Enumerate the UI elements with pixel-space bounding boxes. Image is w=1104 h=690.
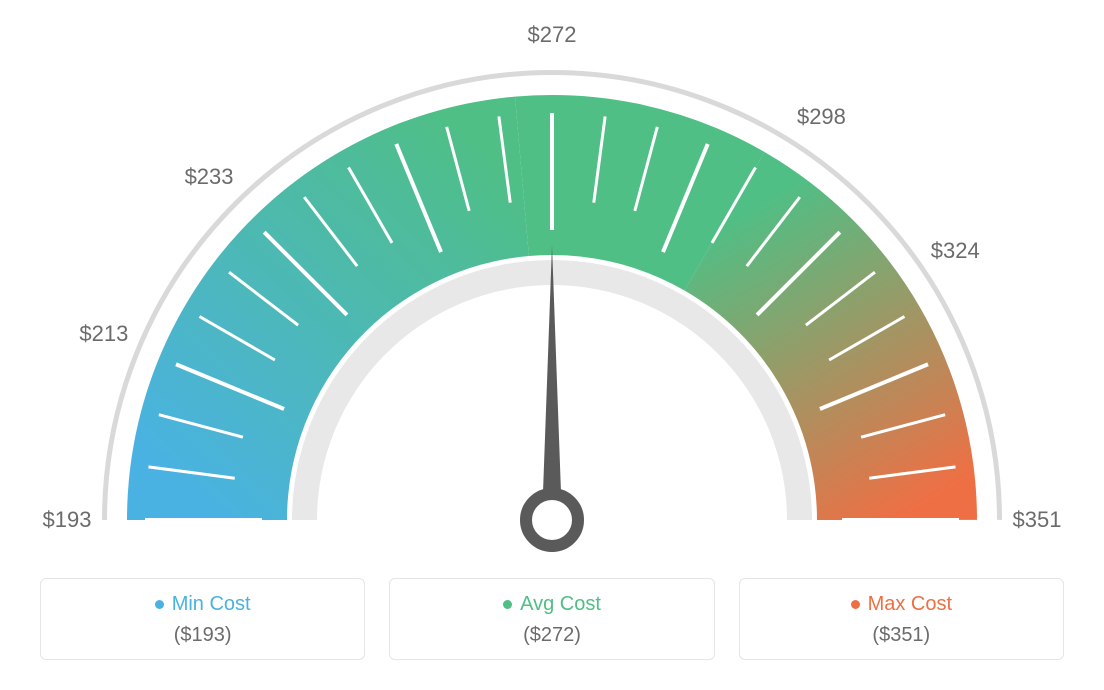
gauge-tick-label: $272	[528, 22, 577, 48]
legend-row: Min Cost ($193) Avg Cost ($272) Max Cost…	[40, 578, 1064, 660]
legend-label-avg: Avg Cost	[520, 593, 601, 616]
legend-dot-avg	[503, 600, 512, 609]
gauge-tick-label: $298	[797, 104, 846, 130]
gauge-tick-label: $324	[931, 238, 980, 264]
gauge-tick-label: $233	[185, 164, 234, 190]
legend-label-min: Min Cost	[172, 593, 251, 616]
gauge-tick-label: $213	[79, 321, 128, 347]
legend-card-max: Max Cost ($351)	[739, 578, 1064, 660]
legend-value-max: ($351)	[750, 624, 1053, 647]
legend-card-min: Min Cost ($193)	[40, 578, 365, 660]
legend-value-min: ($193)	[51, 624, 354, 647]
gauge-chart: $193 $213 $233 $272 $298 $324 $351	[0, 0, 1104, 560]
legend-title-max: Max Cost	[851, 593, 952, 616]
chart-container: $193 $213 $233 $272 $298 $324 $351 Min Cost ($…	[0, 0, 1104, 690]
legend-title-avg: Avg Cost	[503, 593, 601, 616]
gauge-tick-label: $193	[43, 507, 92, 533]
legend-value-avg: ($272)	[400, 624, 703, 647]
gauge-svg	[0, 0, 1104, 560]
gauge-tick-label: $351	[1013, 507, 1062, 533]
legend-title-min: Min Cost	[155, 593, 251, 616]
legend-dot-max	[851, 600, 860, 609]
legend-dot-min	[155, 600, 164, 609]
legend-label-max: Max Cost	[868, 593, 952, 616]
legend-card-avg: Avg Cost ($272)	[389, 578, 714, 660]
